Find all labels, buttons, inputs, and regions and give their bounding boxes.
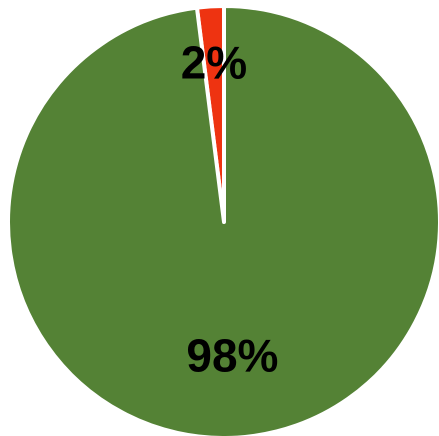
data-label-2-percent: 2% <box>181 36 247 88</box>
pie-slice-98-percent <box>6 4 439 436</box>
pie-data-labels: 2% 98% <box>181 36 279 381</box>
pie-slices <box>6 4 439 436</box>
data-label-98-percent: 98% <box>186 330 278 382</box>
